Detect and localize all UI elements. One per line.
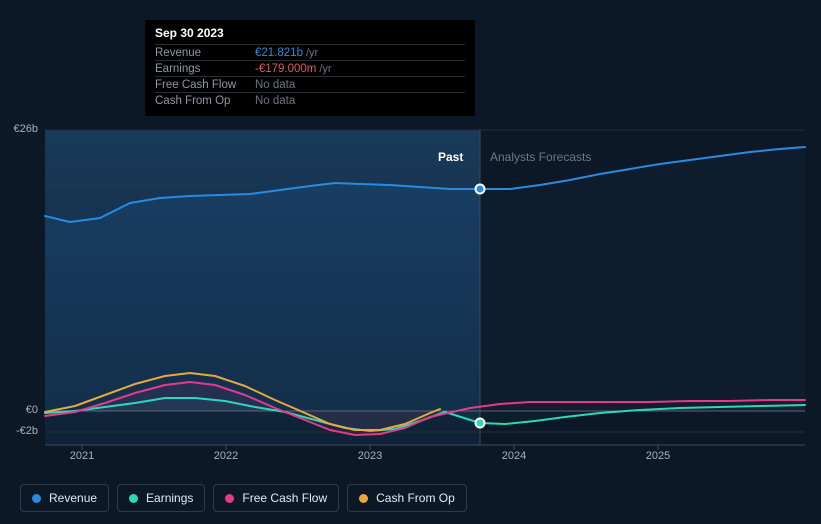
y-axis-label: €0 [0,404,38,416]
legend-label: Cash From Op [376,491,455,505]
y-axis-label: €26b [0,123,38,135]
tooltip-row: Free Cash FlowNo data [155,76,465,92]
tooltip-date: Sep 30 2023 [155,26,465,44]
legend-item-cash-from-op[interactable]: Cash From Op [347,484,467,512]
tooltip-row: Cash From OpNo data [155,92,465,108]
tooltip-row: Earnings-€179.000m/yr [155,60,465,76]
tooltip-row-nodata: No data [255,79,295,91]
tooltip-row-value: €21.821b [255,47,303,59]
x-axis-label: 2023 [358,450,382,462]
legend-dot-icon [129,494,138,503]
legend-label: Earnings [146,491,193,505]
tooltip-row-unit: /yr [319,63,331,75]
legend-dot-icon [32,494,41,503]
x-axis-label: 2022 [214,450,238,462]
tooltip-row-value: -€179.000m [255,63,316,75]
section-label-past: Past [438,150,463,164]
x-axis-label: 2021 [70,450,94,462]
tooltip-row-label: Free Cash Flow [155,79,255,91]
legend-label: Free Cash Flow [242,491,327,505]
legend-dot-icon [225,494,234,503]
tooltip-row-label: Cash From Op [155,95,255,107]
tooltip-row-nodata: No data [255,95,295,107]
legend-item-free-cash-flow[interactable]: Free Cash Flow [213,484,339,512]
legend-item-earnings[interactable]: Earnings [117,484,205,512]
tooltip-row-unit: /yr [306,47,318,59]
section-label-forecast: Analysts Forecasts [490,150,591,164]
legend-label: Revenue [49,491,97,505]
y-axis-label: -€2b [0,425,38,437]
x-axis-label: 2025 [646,450,670,462]
chart-tooltip: Sep 30 2023 Revenue€21.821b/yrEarnings-€… [145,20,475,116]
legend-item-revenue[interactable]: Revenue [20,484,109,512]
legend-dot-icon [359,494,368,503]
chart-legend: Revenue Earnings Free Cash Flow Cash From O… [20,484,467,512]
tooltip-row-label: Revenue [155,47,255,59]
tooltip-row-label: Earnings [155,63,255,75]
tooltip-row: Revenue€21.821b/yr [155,44,465,60]
x-axis-label: 2024 [502,450,526,462]
